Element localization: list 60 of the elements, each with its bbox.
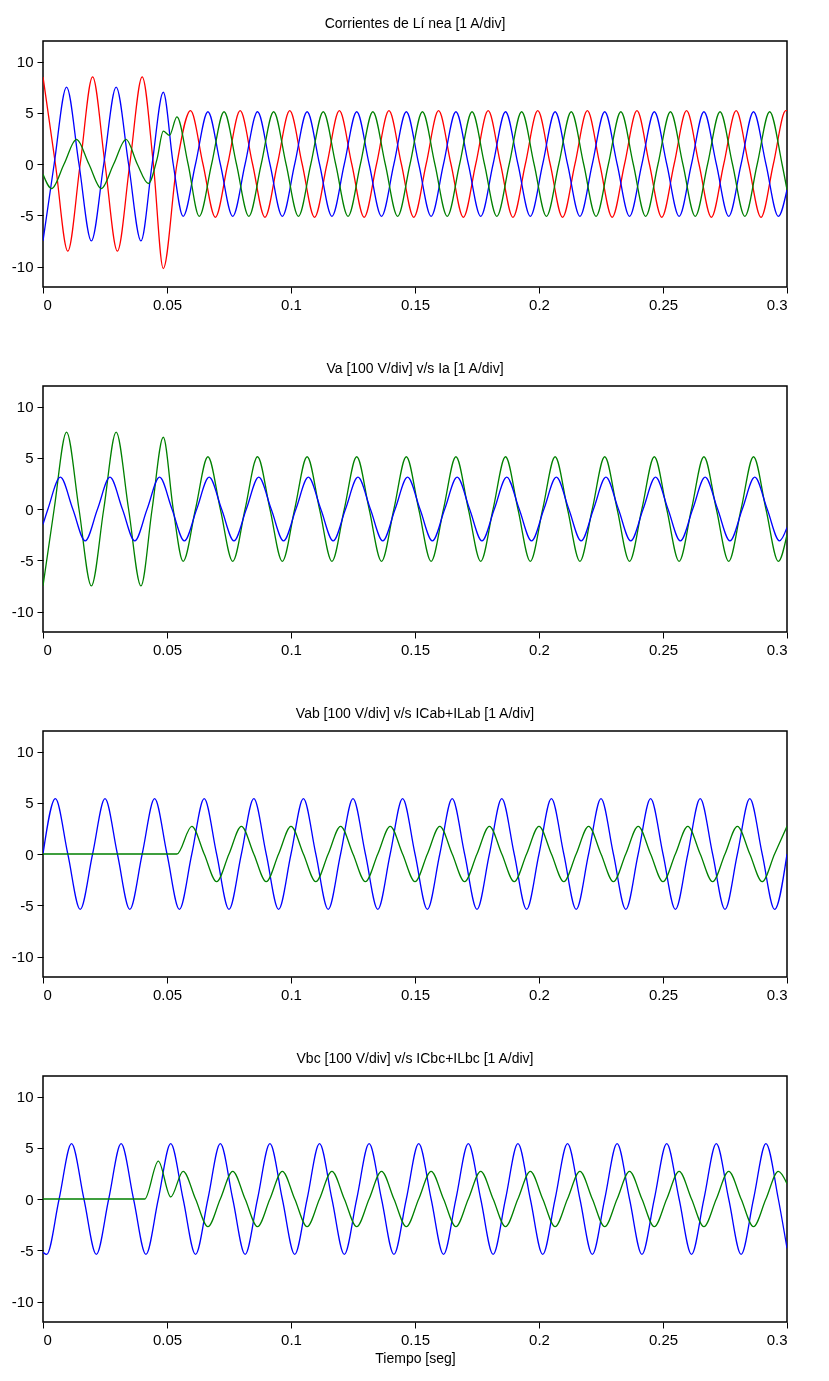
chart-title: Vab [100 V/div] v/s ICab+ILab [1 A/div] (295, 705, 535, 721)
line-series (43, 476, 787, 542)
x-tick-label: 0.15 (400, 985, 431, 1003)
y-tick-label: -5 (20, 1241, 34, 1259)
x-tick-label: 0.3 (766, 295, 788, 313)
line-series (43, 111, 787, 217)
y-tick-label: 10 (16, 1088, 34, 1105)
y-tick-label: 5 (25, 794, 34, 812)
x-tick-label: 0.15 (400, 640, 431, 658)
chart-title: Vbc [100 V/div] v/s ICbc+ILbc [1 A/div] (296, 1050, 534, 1066)
y-tick-label: -10 (11, 948, 34, 965)
y-tick-label: -10 (11, 258, 34, 275)
x-tick-label: 0.1 (281, 1330, 302, 1348)
y-tick-label: 10 (16, 398, 34, 415)
x-tick-label: 0.3 (766, 1330, 788, 1348)
x-tick-label: 0.15 (400, 1330, 431, 1348)
x-tick-label: 0.05 (152, 295, 183, 313)
x-tick-label: 0 (43, 1330, 52, 1348)
x-tick-label: 0.15 (400, 295, 431, 313)
x-tick-label: 0.05 (152, 985, 183, 1003)
line-series (43, 76, 787, 270)
x-tick-label: 0.25 (648, 985, 679, 1003)
x-tick-label: 0.05 (152, 640, 183, 658)
x-tick-label: 0.3 (766, 985, 788, 1003)
x-tick-label: 0 (43, 640, 52, 658)
line-series (43, 1143, 787, 1255)
x-tick-label: 0.25 (648, 295, 679, 313)
x-tick-label: 0 (43, 985, 52, 1003)
chart-title: Corrientes de Lí nea [1 A/div] (324, 15, 506, 31)
y-tick-label: -5 (20, 206, 34, 224)
y-tick-label: 10 (16, 53, 34, 70)
y-tick-label: -10 (11, 603, 34, 620)
y-tick-label: -10 (11, 1293, 34, 1310)
x-tick-label: 0.2 (529, 640, 550, 658)
y-tick-label: -5 (20, 896, 34, 914)
x-tick-label: 0.2 (529, 985, 550, 1003)
y-tick-label: 5 (25, 1139, 34, 1157)
x-tick-label: 0.2 (529, 1330, 550, 1348)
x-tick-label: 0.05 (152, 1330, 183, 1348)
y-tick-label: 0 (25, 845, 34, 863)
x-tick-label: 0.1 (281, 640, 302, 658)
y-tick-label: 0 (25, 1190, 34, 1208)
chart-title: Va [100 V/div] v/s Ia [1 A/div] (326, 360, 504, 376)
y-tick-label: -5 (20, 551, 34, 569)
x-tick-label: 0.25 (648, 640, 679, 658)
x-axis-title: Tiempo [seg] (375, 1349, 456, 1366)
x-tick-label: 0 (43, 295, 52, 313)
x-tick-label: 0.1 (281, 295, 302, 313)
line-series (43, 431, 787, 587)
y-tick-label: 5 (25, 104, 34, 122)
y-tick-label: 0 (25, 155, 34, 173)
line-series (43, 86, 787, 242)
line-series (43, 1160, 787, 1228)
x-tick-label: 0.25 (648, 1330, 679, 1348)
x-tick-label: 0.1 (281, 985, 302, 1003)
x-tick-label: 0.3 (766, 640, 788, 658)
y-tick-label: 0 (25, 500, 34, 518)
y-tick-label: 5 (25, 449, 34, 467)
y-tick-label: 10 (16, 743, 34, 760)
x-tick-label: 0.2 (529, 295, 550, 313)
